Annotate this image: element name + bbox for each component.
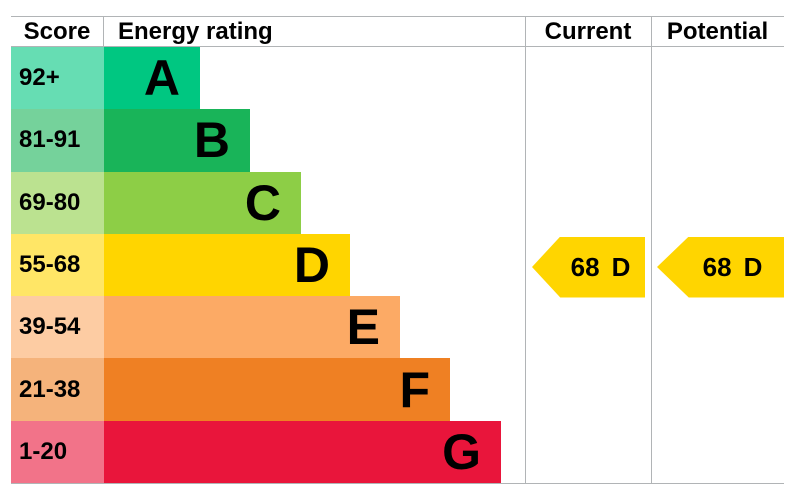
band-score-range: 81-91 <box>11 109 104 172</box>
band-score-range: 1-20 <box>11 420 104 483</box>
band-row: 55-68 D <box>11 233 784 297</box>
epc-table: Score Energy rating Current Potential 92… <box>11 16 784 484</box>
current-column-divider <box>525 17 526 483</box>
potential-score-value: 68 <box>702 252 732 282</box>
band-bar-d: D <box>104 233 350 297</box>
band-score-range: 21-38 <box>11 358 104 421</box>
current-score-value: 68 <box>570 252 600 282</box>
band-bar-b: B <box>104 109 250 172</box>
potential-rating-arrow: 68 D <box>657 236 784 298</box>
band-bar-c: C <box>104 171 301 234</box>
band-bar-f: F <box>104 358 450 421</box>
band-bar-e: E <box>104 296 400 359</box>
band-row: 69-80 C <box>11 171 784 234</box>
band-score-range: 92+ <box>11 47 104 110</box>
score-column-header: Score <box>11 17 104 46</box>
band-row: 1-20 G <box>11 420 784 483</box>
potential-column-divider <box>651 17 652 483</box>
energy-rating-column-header: Energy rating <box>118 17 273 45</box>
potential-column-header: Potential <box>666 17 769 45</box>
band-bar-g: G <box>104 420 501 483</box>
band-rows: 92+ A 81-91 B 69-80 C 55-68 D 39-54 E 21… <box>11 47 784 483</box>
band-score-range: 39-54 <box>11 296 104 359</box>
band-row: 21-38 F <box>11 358 784 421</box>
table-header: Score Energy rating Current Potential <box>11 17 784 47</box>
potential-band-letter: D <box>743 252 763 282</box>
band-bar-a: A <box>104 47 200 110</box>
current-column-header: Current <box>544 17 632 45</box>
band-row: 39-54 E <box>11 296 784 359</box>
band-score-range: 55-68 <box>11 233 104 297</box>
current-band-letter: D <box>611 252 631 282</box>
band-score-range: 69-80 <box>11 171 104 234</box>
band-row: 81-91 B <box>11 109 784 172</box>
band-row: 92+ A <box>11 47 784 110</box>
